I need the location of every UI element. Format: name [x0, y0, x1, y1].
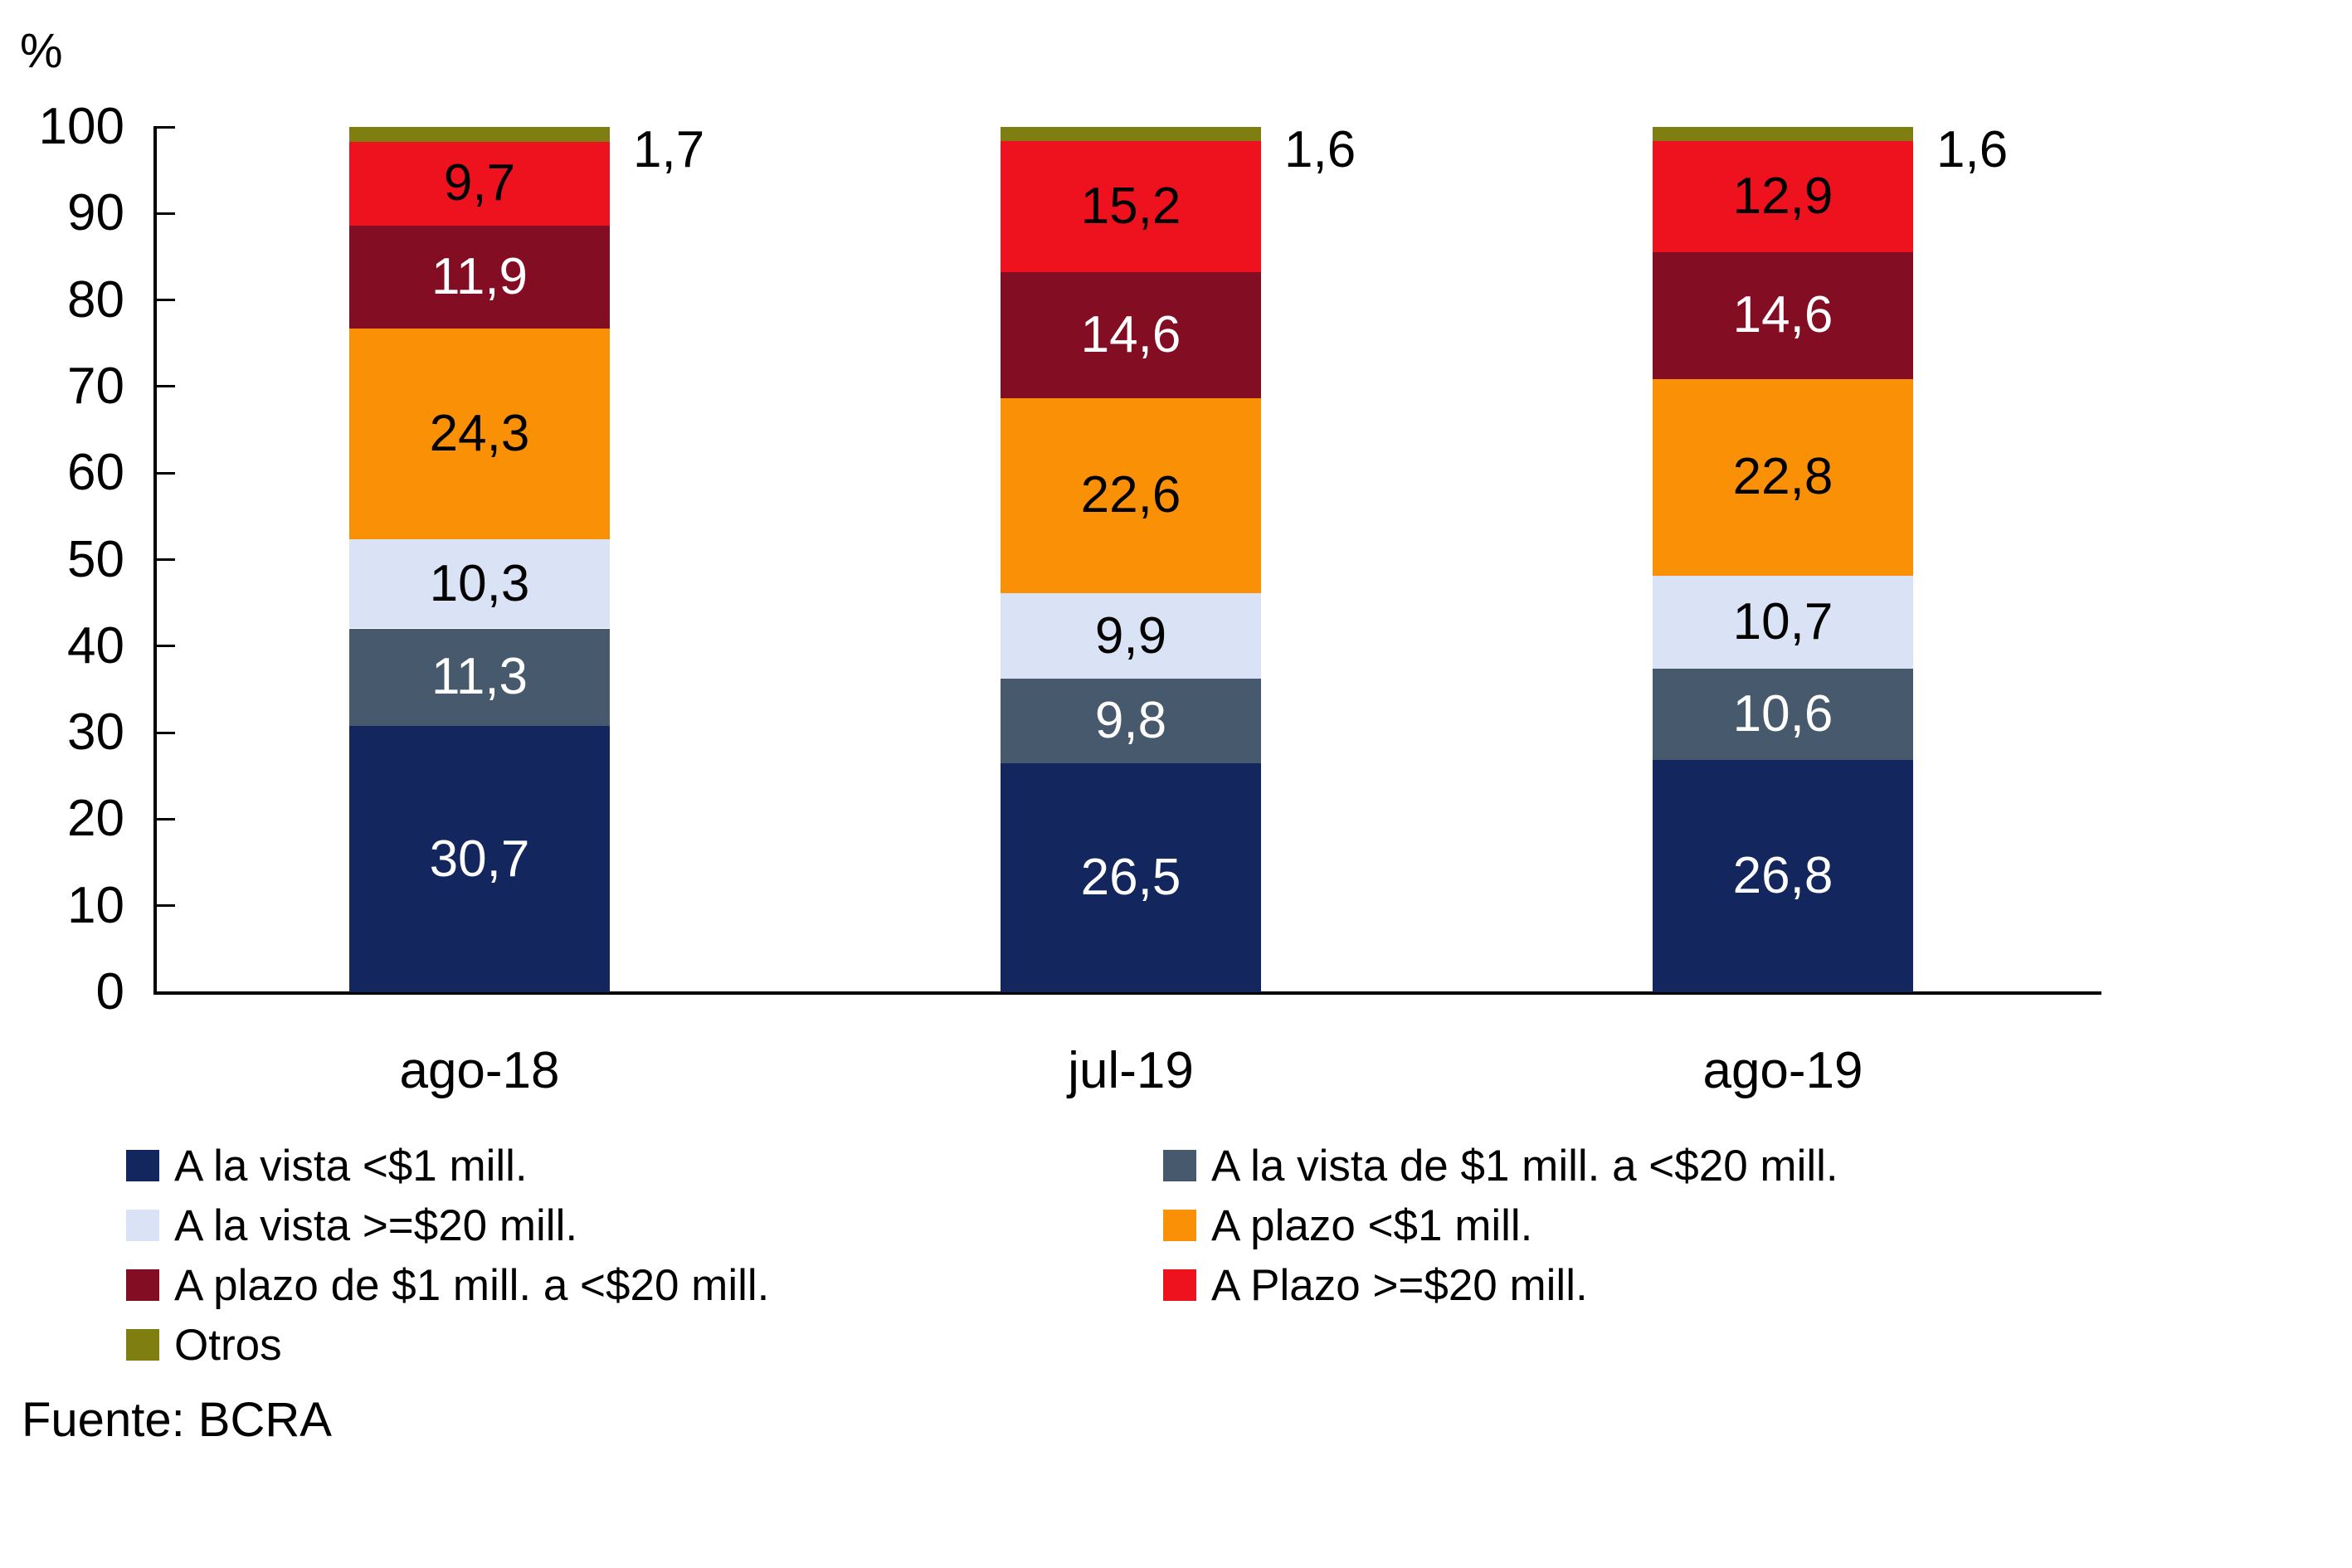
legend-label: A la vista <$1 mill.: [174, 1141, 528, 1191]
bar-segment-value: 22,8: [1732, 448, 1833, 506]
legend-label: A la vista de $1 mill. a <$20 mill.: [1211, 1141, 1838, 1191]
y-tick-label-10: 10: [67, 876, 124, 934]
y-tick-mark-90: [157, 212, 175, 215]
bar-segment-value: 30,7: [429, 830, 530, 888]
bar-segment-jul-19-s0: 26,5: [1001, 763, 1261, 992]
legend-label: Otros: [174, 1320, 282, 1370]
bar-segment-ago-19-s1: 10,6: [1653, 668, 1913, 761]
bar-segment-ago-19-s0: 26,8: [1653, 760, 1913, 992]
y-tick-label-40: 40: [67, 616, 124, 674]
bar-segment-value: 26,5: [1080, 849, 1181, 907]
legend-label: A plazo de $1 mill. a <$20 mill.: [174, 1260, 770, 1310]
legend-swatch-icon: [1163, 1210, 1196, 1241]
bar-segment-value: 9,7: [443, 154, 516, 212]
bar-segment-value: 11,9: [431, 248, 528, 306]
legend-item-s2: A la vista >=$20 mill.: [126, 1200, 577, 1251]
bar-segment-ago-19-s2: 10,7: [1653, 576, 1913, 669]
bar-segment-jul-19-s1: 9,8: [1001, 679, 1261, 764]
bar-segment-jul-19-s2: 9,9: [1001, 593, 1261, 679]
y-tick-label-30: 30: [67, 704, 124, 762]
bar-segment-ago-19-s5: 12,9: [1653, 140, 1913, 253]
bar-segment-ago-18-s5: 9,7: [349, 141, 610, 226]
bar-segment-value: 9,8: [1094, 692, 1167, 750]
y-axis-unit-label: %: [20, 24, 63, 78]
bar-segment-ago-18-s4: 11,9: [349, 226, 610, 329]
bar-segment-value: 10,7: [1732, 593, 1833, 651]
x-axis-label-jul-19: jul-19: [1068, 1042, 1194, 1099]
legend-item-s3: A plazo <$1 mill.: [1163, 1200, 1532, 1251]
y-tick-label-80: 80: [67, 270, 124, 329]
y-tick-mark-60: [157, 471, 175, 475]
bar-segment-value: 15,2: [1080, 177, 1181, 235]
bar-segment-jul-19-s3: 22,6: [1001, 397, 1261, 594]
y-tick-label-60: 60: [67, 444, 124, 502]
bar-segment-value: 14,6: [1080, 305, 1181, 363]
bar-segment-value: 12,9: [1732, 167, 1833, 225]
bar-segment-ago-19-s6: [1653, 127, 1913, 141]
bar-segment-jul-19-s5: 15,2: [1001, 140, 1261, 272]
bar-segment-value: 22,6: [1080, 466, 1181, 524]
legend-item-s5: A Plazo >=$20 mill.: [1163, 1259, 1588, 1311]
bar-segment-value: 26,8: [1732, 847, 1833, 905]
y-tick-label-70: 70: [67, 357, 124, 415]
bar-segment-value: 24,3: [429, 405, 530, 463]
y-tick-label-90: 90: [67, 184, 124, 242]
y-tick-label-100: 100: [38, 98, 124, 155]
legend-label: A Plazo >=$20 mill.: [1211, 1260, 1588, 1310]
bar-segment-value: 9,9: [1094, 606, 1167, 665]
legend-swatch-icon: [126, 1269, 159, 1301]
legend-swatch-icon: [1163, 1150, 1196, 1181]
bar-segment-value: 11,3: [431, 648, 528, 706]
bar-top-value-ago-18: 1,7: [633, 121, 705, 178]
bar-segment-ago-18-s2: 10,3: [349, 538, 610, 629]
bar-segment-jul-19-s6: [1001, 127, 1261, 141]
y-tick-mark-40: [157, 645, 175, 648]
y-tick-mark-80: [157, 299, 175, 302]
legend-swatch-icon: [126, 1329, 159, 1361]
y-tick-label-20: 20: [67, 790, 124, 848]
legend-item-s0: A la vista <$1 mill.: [126, 1140, 528, 1191]
bar-segment-jul-19-s4: 14,6: [1001, 271, 1261, 398]
bar-segment-ago-18-s6: [349, 127, 610, 142]
y-tick-mark-50: [157, 558, 175, 561]
legend-item-s6: Otros: [126, 1319, 282, 1371]
bar-segment-ago-18-s3: 24,3: [349, 329, 610, 539]
legend-label: A la vista >=$20 mill.: [174, 1200, 578, 1250]
legend-swatch-icon: [126, 1210, 159, 1241]
plot-area: 30,7 11,3 10,3 24,3 11,9 9,7 1,7 26,5 9,8 9,9 22,6…: [155, 121, 2101, 992]
y-tick-label-50: 50: [67, 530, 124, 588]
legend-swatch-icon: [1163, 1269, 1196, 1301]
y-tick-mark-100: [157, 125, 175, 129]
bar-segment-ago-18-s1: 11,3: [349, 628, 610, 727]
y-tick-mark-20: [157, 817, 175, 821]
x-axis-label-ago-18: ago-18: [399, 1042, 560, 1099]
y-tick-mark-30: [157, 731, 175, 734]
legend-item-s4: A plazo de $1 mill. a <$20 mill.: [126, 1259, 769, 1311]
bar-segment-value: 10,6: [1732, 685, 1833, 743]
x-axis-line: [153, 991, 2101, 995]
bar-segment-value: 14,6: [1732, 286, 1833, 344]
bar-segment-ago-18-s0: 30,7: [349, 726, 610, 992]
x-axis-label-ago-19: ago-19: [1702, 1042, 1863, 1099]
legend-item-s1: A la vista de $1 mill. a <$20 mill.: [1163, 1140, 1838, 1191]
y-axis-line: [153, 126, 157, 995]
y-tick-mark-10: [157, 904, 175, 908]
legend-swatch-icon: [126, 1150, 159, 1181]
bar-segment-ago-19-s4: 14,6: [1653, 252, 1913, 379]
bar-segment-value: 10,3: [429, 554, 530, 612]
y-tick-mark-70: [157, 385, 175, 388]
bar-top-value-jul-19: 1,6: [1284, 121, 1356, 178]
legend-label: A plazo <$1 mill.: [1211, 1200, 1533, 1250]
bar-top-value-ago-19: 1,6: [1936, 121, 2009, 178]
y-tick-label-0: 0: [95, 963, 124, 1020]
source-label: Fuente: BCRA: [22, 1393, 332, 1447]
bar-segment-ago-19-s3: 22,8: [1653, 378, 1913, 577]
